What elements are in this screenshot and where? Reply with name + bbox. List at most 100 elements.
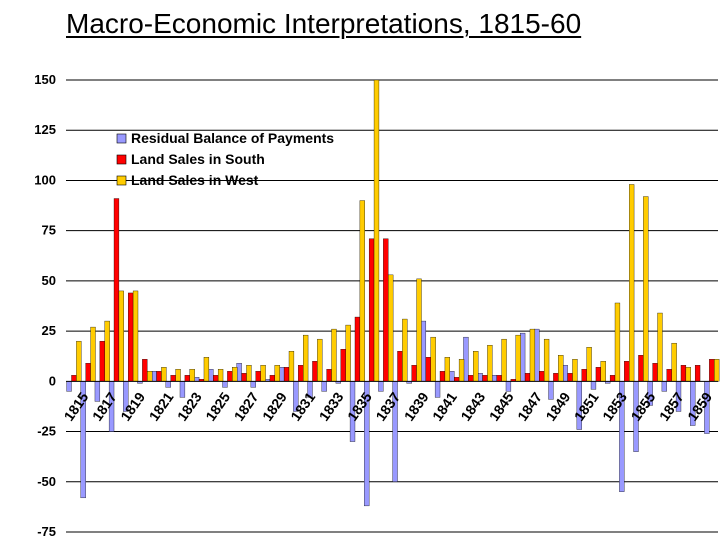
bar [439,371,446,382]
x-tick-label: 1829 [259,389,290,424]
bar [222,381,228,388]
y-tick-label: -75 [37,524,56,539]
x-tick-label: 1835 [344,389,375,424]
legend-swatch [116,154,127,165]
x-tick-label: 1821 [146,389,177,424]
bar [543,338,550,382]
bar [638,355,644,382]
x-tick-label: 1833 [316,389,347,424]
bar [298,365,304,382]
bar [388,274,394,382]
bar [614,302,621,382]
y-tick-label: 75 [42,223,56,238]
x-tick-label: 1845 [486,389,517,424]
bar [519,332,526,382]
bar [671,342,677,382]
y-tick-label: 150 [34,72,56,87]
bar [694,365,701,382]
bar [373,79,380,382]
bar [581,369,587,382]
bar [680,365,687,382]
bar [590,381,597,390]
y-tick-label: 25 [42,323,56,338]
x-tick-label: 1843 [457,389,488,424]
bar [90,326,96,382]
bar [236,363,242,382]
x-tick-label: 1857 [656,389,687,424]
bar [425,357,431,382]
bar [321,381,327,392]
bar [142,359,148,382]
bar [501,338,507,382]
x-tick-label: 1817 [89,389,120,424]
bar [189,369,195,382]
bar [156,371,162,382]
bar [534,328,540,382]
bar [227,371,233,382]
bar [359,200,365,382]
bar [553,373,559,382]
x-tick-label: 1815 [61,389,92,424]
bar [643,196,649,382]
bar [482,375,488,382]
x-tick-label: 1841 [429,389,460,424]
bar [354,316,361,382]
bar [85,363,91,382]
bar [487,344,493,382]
bar [383,238,389,382]
bar [279,367,285,382]
legend: Residual Balance of Payments Land Sales i… [116,130,334,188]
legend-label: Land Sales in West [131,172,259,188]
bar [505,381,512,392]
bar [449,371,455,382]
bar [128,292,134,382]
bar [444,357,450,382]
bar [331,328,337,382]
bar [562,365,568,382]
legend-swatch [116,175,127,186]
bar [165,381,171,388]
bar [312,361,318,382]
bar [714,359,720,382]
bar [454,377,460,382]
chart-title: Macro-Economic Interpretations, 1815-60 [66,8,582,39]
bar [113,198,120,382]
bar [468,375,474,382]
bar [132,290,139,382]
bar [213,375,219,382]
bar [303,334,309,382]
bar [491,375,497,382]
x-tick-label: 1849 [542,389,573,424]
bar [402,318,408,382]
bar [255,371,261,382]
bar [170,375,176,382]
x-tick-label: 1859 [684,389,715,424]
legend-swatch [116,133,127,144]
bar [477,373,483,382]
bar [232,367,238,382]
bars [66,79,720,507]
x-tick-label: 1839 [401,389,432,424]
bar [147,371,153,382]
bar [66,381,72,392]
bar [548,381,554,400]
x-tick-label: 1847 [514,389,545,424]
bar [151,371,157,382]
bar [600,361,606,382]
bar [657,312,663,382]
bar [473,351,479,382]
y-tick-label: 100 [34,172,56,187]
bar [203,357,210,382]
bar [411,365,417,382]
bar [217,369,224,382]
bar [288,351,295,382]
bar [609,375,616,382]
bar [685,367,691,382]
bar [558,355,564,382]
bar [430,336,436,382]
bar [629,184,635,382]
bar [260,365,266,382]
bar [624,361,630,382]
bar [161,367,167,382]
